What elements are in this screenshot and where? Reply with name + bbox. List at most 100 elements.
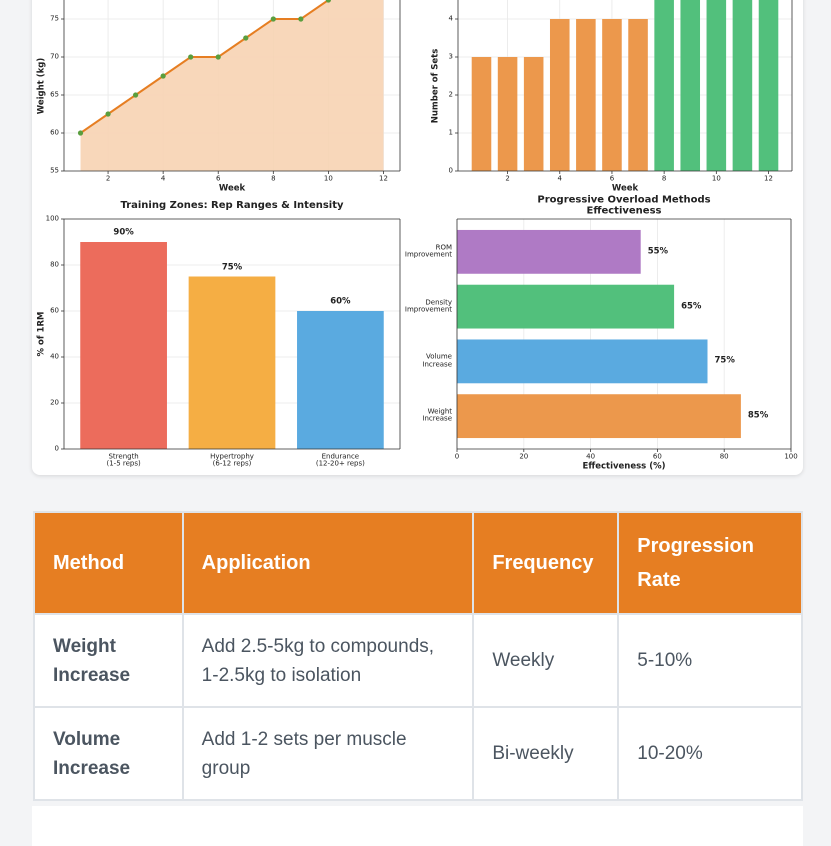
y-tick-label: 3 — [448, 52, 453, 61]
x-tick-label: 12 — [764, 174, 773, 183]
y-tick-label: 40 — [50, 352, 59, 361]
bar — [523, 57, 544, 171]
x-tick-label: 4 — [557, 174, 562, 183]
marker — [325, 0, 331, 3]
bar — [471, 57, 492, 171]
cell: Add 1-2 sets per muscle group — [181, 706, 475, 801]
cell: Weekly — [472, 613, 620, 708]
marker — [77, 130, 84, 136]
x-tick-label: 0 — [454, 452, 460, 461]
y-tick-label: ROM Improvement — [404, 243, 452, 259]
marker — [270, 16, 276, 22]
bar — [732, 0, 753, 171]
marker — [160, 73, 166, 79]
y-axis-label: Number of Sets — [430, 48, 441, 123]
x-tick-label: Strength (1-5 reps) — [106, 452, 141, 468]
bar — [602, 19, 622, 171]
header-row: Method Application Frequency Progression… — [33, 511, 803, 615]
x-tick-label: 10 — [711, 174, 721, 183]
bar — [80, 242, 167, 449]
cell: 5-10% — [617, 613, 803, 708]
y-tick-label: 4 — [448, 14, 453, 23]
y-axis-label: Weight (kg) — [36, 57, 47, 114]
bar — [457, 284, 675, 329]
overload-table: Method Application Frequency Progression… — [33, 511, 803, 801]
cell: 10-20% — [617, 706, 803, 801]
y-tick-label: 2 — [448, 90, 453, 99]
table-row: Weight Increase Add 2.5-5kg to compounds… — [33, 613, 803, 708]
header-cell: Application — [181, 511, 475, 615]
x-tick-label: 12 — [379, 174, 388, 183]
bar — [457, 229, 641, 274]
bar — [680, 0, 701, 171]
y-tick-label: 55 — [50, 166, 59, 175]
marker — [105, 111, 111, 117]
x-tick-label: 100 — [784, 452, 798, 461]
x-tick-label: Endurance (12-20+ reps) — [315, 452, 365, 468]
value-label: 90% — [113, 227, 134, 238]
x-tick-label: 2 — [505, 174, 510, 183]
x-tick-label: 6 — [609, 174, 615, 183]
y-tick-label: Volume Increase — [422, 353, 452, 369]
bar — [297, 311, 384, 449]
y-tick-label: 80 — [50, 260, 59, 269]
value-label: 65% — [681, 301, 702, 312]
marker — [133, 92, 139, 98]
cell: Volume Increase — [33, 706, 184, 801]
marker — [298, 16, 304, 22]
bar — [758, 0, 779, 171]
x-axis-label: Week — [218, 183, 246, 194]
x-tick-label: 10 — [323, 174, 333, 183]
charts — [61, 0, 793, 452]
y-axis-label: % of 1RM — [36, 311, 47, 357]
x-tick-label: 20 — [519, 452, 529, 461]
x-tick-label: 8 — [661, 174, 667, 183]
bar — [457, 394, 741, 439]
y-tick-label: 65 — [50, 90, 59, 99]
y-tick-label: 20 — [50, 398, 59, 407]
value-label: 75% — [221, 262, 243, 273]
y-tick-label: 60 — [50, 306, 59, 315]
y-tick-label: Density Improvement — [404, 298, 452, 314]
chart-labels: 55 60 65 70 75 2 4 6 8 10 12 Week Weight (kg) 0 1 2 3 4 2 4… — [36, 14, 798, 472]
x-axis-label: Week — [611, 183, 639, 194]
bar — [188, 276, 276, 449]
x-tick-label: 4 — [160, 174, 166, 183]
header-cell: Progression Rate — [617, 511, 803, 615]
value-label: 60% — [330, 296, 351, 307]
x-tick-label: 80 — [719, 452, 729, 461]
table-row: Volume Increase Add 1-2 sets per muscle … — [33, 706, 803, 801]
bar — [497, 57, 518, 171]
value-label: 55% — [647, 246, 669, 257]
marker — [188, 54, 194, 60]
y-tick-label: 0 — [54, 444, 59, 453]
header-cell: Frequency — [472, 511, 620, 615]
plot — [77, 0, 384, 171]
area-fill — [80, 0, 384, 171]
x-tick-label: Hypertrophy (6-12 reps) — [210, 452, 254, 468]
y-tick-label: 75 — [50, 14, 59, 23]
x-tick-label: 2 — [105, 174, 111, 183]
plot — [471, 0, 779, 171]
marker — [215, 54, 221, 60]
bar — [576, 19, 596, 171]
bar — [457, 339, 708, 384]
y-tick-label: 0 — [448, 166, 453, 175]
x-axis-label: Effectiveness (%) — [582, 461, 666, 472]
line — [79, 0, 331, 134]
plot — [80, 242, 384, 449]
y-tick-label: 100 — [45, 214, 59, 223]
marker — [243, 35, 249, 41]
bar — [706, 0, 727, 171]
x-tick-label: 8 — [271, 174, 276, 183]
cell: Add 2.5-5kg to compounds, 1-2.5kg to iso… — [181, 613, 475, 708]
bar — [654, 0, 674, 171]
x-tick-label: 60 — [652, 452, 662, 461]
value-label: 75% — [714, 355, 735, 366]
cell: Bi-weekly — [472, 706, 620, 801]
next-card — [32, 806, 803, 846]
chart-title: Training Zones: Rep Ranges & Intensity — [120, 199, 344, 211]
cell: Weight Increase — [33, 613, 184, 708]
header-cell: Method — [33, 511, 184, 615]
